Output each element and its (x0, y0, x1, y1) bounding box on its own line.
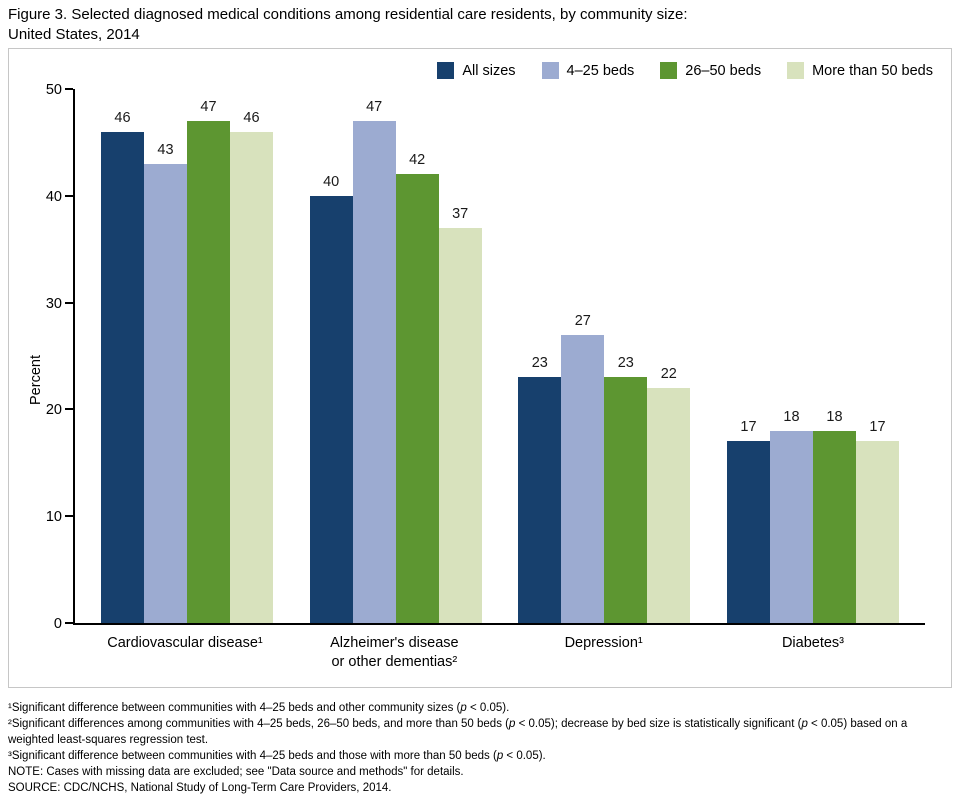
legend-swatch (437, 62, 455, 79)
bar-value-label: 47 (200, 99, 217, 116)
bar: 23 (518, 355, 562, 623)
bar-value-label: 22 (660, 366, 677, 383)
y-axis-tick-label: 0 (53, 616, 62, 632)
x-axis-category-label: Depression¹ (518, 634, 690, 671)
y-axis-tick (65, 301, 73, 304)
legend-label: 4–25 beds (566, 62, 635, 79)
footnote: ²Significant differences among communiti… (8, 718, 908, 747)
bar-groups: 46 43 47 46 40 47 42 37 23 27 23 22 17 18 18 17 (75, 89, 925, 623)
y-axis-tick-label: 50 (45, 82, 62, 98)
footnote: SOURCE: CDC/NCHS, National Study of Long… (8, 782, 392, 795)
x-axis-category-label-line: Diabetes³ (781, 635, 845, 651)
x-axis-category-label: Diabetes³ (727, 634, 899, 671)
y-axis-tick (65, 194, 73, 197)
bar-group: 46 43 47 46 (101, 89, 273, 623)
bar-value-label: 18 (826, 408, 843, 425)
legend-label: All sizes (462, 62, 516, 79)
figure-title-line2: United States, 2014 (8, 25, 140, 43)
bar-value-label: 47 (366, 99, 383, 116)
x-axis-category-label-line: Depression¹ (564, 635, 643, 651)
x-axis-category-label-line: or other dementias² (331, 653, 458, 670)
bar: 27 (561, 313, 605, 623)
bar-value-label: 46 (243, 109, 260, 126)
y-axis-tick (65, 88, 73, 90)
figure-title: Figure 3. Selected diagnosed medical con… (0, 0, 960, 46)
bar-value-label: 18 (783, 408, 800, 425)
legend-item: More than 50 beds (787, 62, 933, 79)
y-axis-tick-label: 10 (45, 509, 62, 526)
bar: 46 (101, 110, 144, 623)
y-axis-tick-label: 30 (45, 295, 62, 312)
bar-value-label: 37 (452, 205, 469, 222)
bar: 18 (769, 409, 813, 623)
legend-swatch (660, 62, 678, 79)
legend-swatch (787, 62, 805, 79)
bar: 42 (395, 152, 439, 623)
bar: 47 (352, 99, 396, 623)
legend-item: 4–25 beds (541, 62, 635, 79)
footnote: ¹Significant difference between communit… (8, 702, 510, 714)
bar: 23 (604, 355, 648, 623)
footnotes: ¹Significant difference between communit… (8, 700, 950, 797)
figure-title-line1: Figure 3. Selected diagnosed medical con… (8, 6, 688, 23)
bar-value-label: 23 (531, 355, 548, 372)
plot-outer: Percent 46 43 47 46 40 47 42 37 23 27 23 22 17 18 18 17… (28, 82, 925, 671)
bar-value-label: 23 (617, 355, 634, 372)
legend: All sizes 4–25 beds 26–50 beds More than 50… (437, 62, 933, 79)
bar: 43 (144, 142, 187, 623)
legend-item: 26–50 beds (660, 62, 761, 79)
y-axis-tick (65, 515, 73, 518)
y-axis-tick-label: 20 (45, 402, 62, 419)
bar-value-label: 27 (574, 312, 591, 329)
legend-item: All sizes (437, 62, 516, 79)
x-axis-category-label-line: Alzheimer's disease (330, 635, 459, 651)
bar-value-label: 42 (409, 152, 426, 169)
footnote: NOTE: Cases with missing data are exclud… (8, 766, 464, 779)
chart-container: All sizes 4–25 beds 26–50 beds More than 50… (8, 48, 952, 688)
bar: 17 (855, 419, 899, 623)
bar-group: 40 47 42 37 (309, 89, 482, 623)
x-axis-category-label: Cardiovascular disease¹ (99, 634, 271, 671)
y-axis-tick-label: 40 (45, 188, 62, 205)
bar: 18 (812, 409, 856, 623)
y-axis-label: Percent (27, 355, 44, 406)
bar-value-label: 46 (114, 109, 131, 126)
legend-swatch (541, 62, 559, 79)
bar-value-label: 40 (323, 173, 340, 190)
plot-area: 46 43 47 46 40 47 42 37 23 27 23 22 17 18 18 17 0 10 20 30… (46, 82, 925, 632)
bar-group: 23 27 23 22 (518, 89, 691, 623)
bar: 47 (187, 99, 230, 623)
x-axis-category-label-line: Cardiovascular disease¹ (107, 635, 263, 651)
bar: 22 (647, 366, 691, 623)
x-axis-category-labels: Cardiovascular disease¹ Alzheimer's disea… (73, 634, 925, 671)
x-axis-category-label: Alzheimer's disease or other dementias² (308, 634, 480, 671)
y-axis-tick (65, 408, 73, 411)
legend-label: 26–50 beds (685, 62, 762, 79)
bar-value-label: 43 (157, 141, 174, 158)
legend-label: More than 50 beds (812, 62, 933, 79)
bar-value-label: 17 (869, 419, 886, 436)
footnote: ³Significant difference between communit… (8, 750, 546, 763)
bar: 40 (309, 174, 353, 623)
bar: 46 (230, 110, 273, 623)
bar-group: 17 18 18 17 (726, 89, 899, 623)
bar: 17 (726, 419, 770, 623)
bar-value-label: 17 (740, 419, 757, 436)
bar: 37 (438, 206, 482, 623)
y-axis-tick (65, 622, 73, 624)
